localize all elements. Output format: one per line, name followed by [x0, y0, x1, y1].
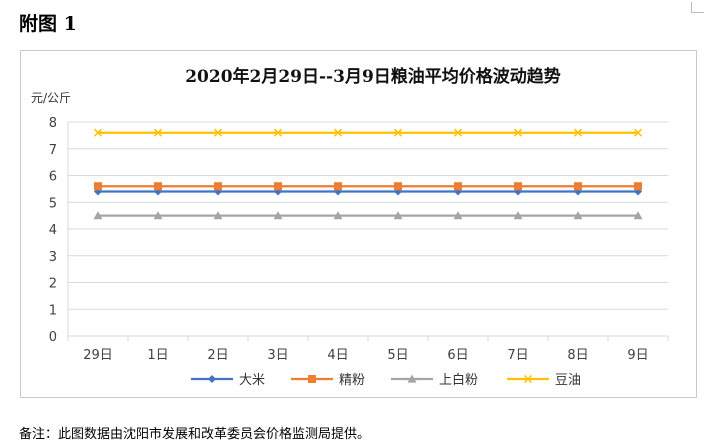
data-point [514, 182, 522, 191]
legend-label: 大米 [239, 373, 265, 388]
y-tick-label: 4 [49, 223, 57, 238]
legend-label: 精粉 [339, 373, 365, 388]
legend-item: 精粉 [291, 373, 365, 388]
x-tick-label: 3日 [267, 348, 288, 363]
data-point [153, 211, 163, 220]
data-point [333, 211, 343, 220]
data-point [573, 211, 583, 220]
x-tick-label: 4日 [327, 348, 348, 363]
data-point [93, 128, 103, 137]
legend-item: 豆油 [507, 373, 581, 388]
data-point [573, 128, 583, 137]
data-point [153, 128, 163, 137]
data-point [513, 211, 523, 220]
legend-marker [308, 375, 316, 383]
y-tick-label: 8 [49, 116, 57, 131]
data-point [454, 182, 462, 191]
legend: 大米 精粉 上白粉 豆油 [191, 372, 581, 388]
chart-frame: 2020年2月29日--3月9日粮油平均价格波动趋势 元/公斤 0 1 2 3 4 5 6 7… [20, 50, 697, 398]
legend-marker [208, 375, 216, 383]
y-tick-label: 5 [49, 196, 57, 211]
data-point [633, 128, 643, 137]
data-point [393, 211, 403, 220]
series-2 [94, 182, 642, 191]
data-point [94, 182, 102, 191]
y-tick-label: 3 [49, 250, 57, 265]
footnote: 备注：此图数据由沈阳市发展和改革委员会价格监测局提供。 [19, 427, 371, 442]
x-tick-label: 8日 [567, 348, 588, 363]
data-point [513, 128, 523, 137]
data-point [213, 211, 223, 220]
data-point [213, 128, 223, 137]
legend-marker [407, 374, 417, 383]
y-tick-label: 0 [49, 330, 57, 345]
series-1 [94, 187, 642, 196]
x-tick-label: 6日 [447, 348, 468, 363]
legend-item: 大米 [191, 373, 265, 388]
x-tick-label: 5日 [387, 348, 408, 363]
legend-label: 豆油 [555, 373, 581, 388]
legend-label: 上白粉 [439, 372, 478, 388]
data-point [334, 182, 342, 191]
y-tick-label: 1 [49, 303, 57, 318]
data-point [453, 211, 463, 220]
data-point [273, 211, 283, 220]
y-tick-label: 6 [49, 170, 57, 185]
line-chart: 2020年2月29日--3月9日粮油平均价格波动趋势 元/公斤 0 1 2 3 4 5 6 7… [31, 66, 669, 388]
page-heading: 附图 1 [19, 13, 77, 35]
data-point [453, 128, 463, 137]
series-lines [93, 128, 643, 220]
gridlines [68, 121, 668, 310]
x-tick-label: 9日 [627, 348, 648, 363]
data-point [333, 128, 343, 137]
y-axis-unit-label: 元/公斤 [31, 91, 71, 105]
data-point [394, 182, 402, 191]
data-point [574, 182, 582, 191]
x-tick-label: 7日 [507, 348, 528, 363]
data-point [633, 211, 643, 220]
chart-title: 2020年2月29日--3月9日粮油平均价格波动趋势 [185, 66, 561, 87]
data-point [154, 182, 162, 191]
x-tick-label: 29日 [83, 348, 113, 363]
data-point [214, 182, 222, 191]
y-tick-label: 2 [49, 277, 57, 292]
data-point [274, 182, 282, 191]
legend-item: 上白粉 [391, 372, 478, 388]
data-point [93, 211, 103, 220]
corner-mark [691, 2, 704, 13]
data-point [273, 128, 283, 137]
series-4 [93, 128, 643, 137]
data-point [393, 128, 403, 137]
x-tick-label: 1日 [147, 348, 168, 363]
y-tick-label: 7 [49, 143, 57, 158]
data-point [634, 182, 642, 191]
axes: 0 1 2 3 4 5 6 7 8 29日 1日 2日 3日 4日 5日 6日 7日 8日 9日 [49, 116, 669, 363]
x-tick-label: 2日 [207, 348, 228, 363]
series-3 [93, 211, 643, 220]
legend-marker [523, 374, 533, 384]
